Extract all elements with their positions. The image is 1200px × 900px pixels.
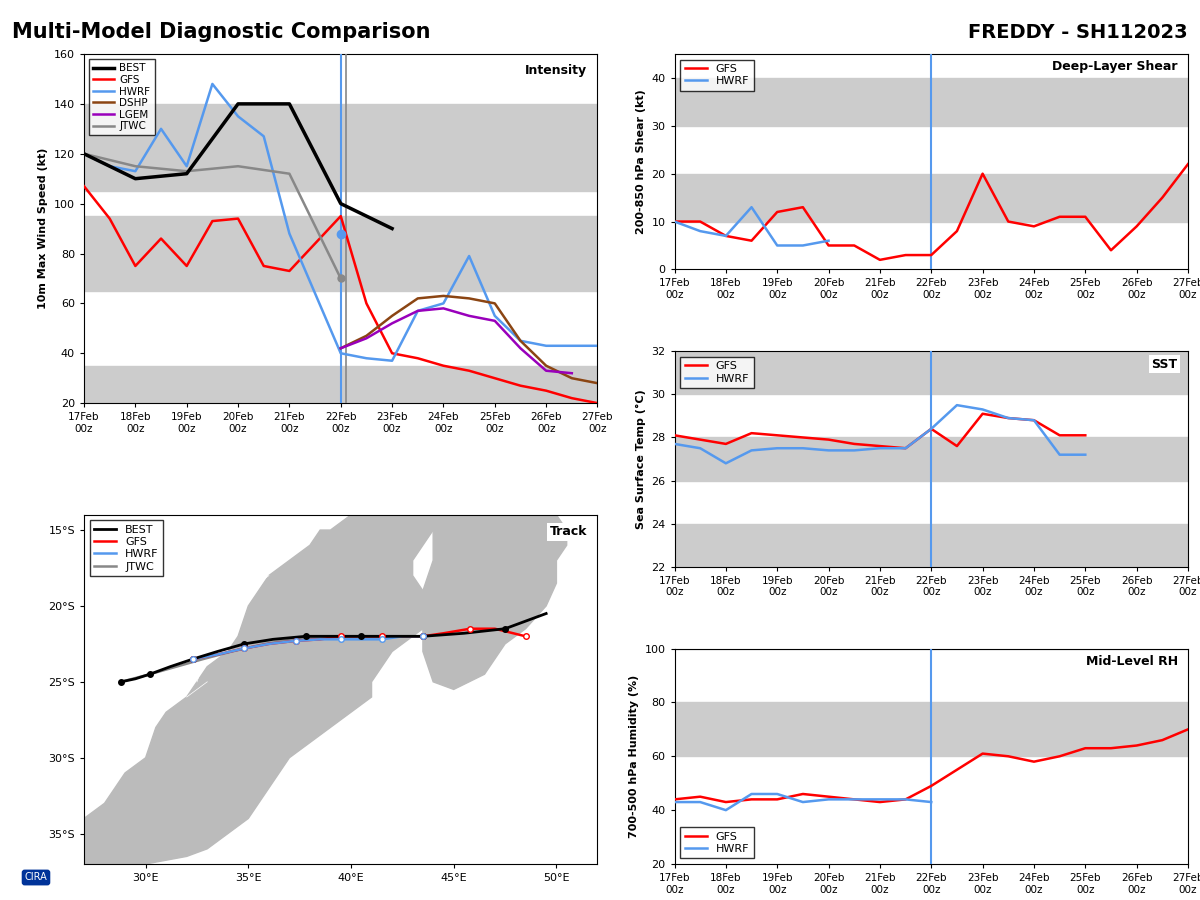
Bar [674,702,1188,756]
Text: SST: SST [1152,357,1177,371]
Y-axis label: 10m Max Wind Speed (kt): 10m Max Wind Speed (kt) [38,148,48,310]
Y-axis label: Sea Surface Temp (°C): Sea Surface Temp (°C) [636,389,646,529]
Bar [674,379,1188,649]
Text: Track: Track [550,526,587,538]
Bar [674,351,1188,394]
Bar [84,216,598,291]
Legend: BEST, GFS, HWRF, DSHP, LGEM, JTWC: BEST, GFS, HWRF, DSHP, LGEM, JTWC [89,59,155,135]
Y-axis label: 700-500 hPa Humidity (%): 700-500 hPa Humidity (%) [629,675,638,838]
Bar [674,174,1188,221]
Text: Multi-Model Diagnostic Comparison: Multi-Model Diagnostic Comparison [12,22,431,42]
Bar [674,524,1188,567]
Bar [674,437,1188,481]
Text: Intensity: Intensity [526,65,587,77]
Text: Deep-Layer Shear: Deep-Layer Shear [1052,60,1177,74]
Legend: GFS, HWRF: GFS, HWRF [680,827,754,859]
Legend: GFS, HWRF: GFS, HWRF [680,59,754,91]
Y-axis label: 200-850 hPa Shear (kt): 200-850 hPa Shear (kt) [636,89,646,234]
Legend: GFS, HWRF: GFS, HWRF [680,356,754,388]
Polygon shape [422,484,566,689]
Bar [84,104,598,191]
Text: CIRA: CIRA [25,872,47,883]
Text: Mid-Level RH: Mid-Level RH [1086,655,1177,668]
Bar [84,365,598,403]
Text: FREDDY - SH112023: FREDDY - SH112023 [968,22,1188,41]
Polygon shape [84,454,474,864]
Bar [674,78,1188,126]
Legend: BEST, GFS, HWRF, JTWC: BEST, GFS, HWRF, JTWC [90,520,163,576]
